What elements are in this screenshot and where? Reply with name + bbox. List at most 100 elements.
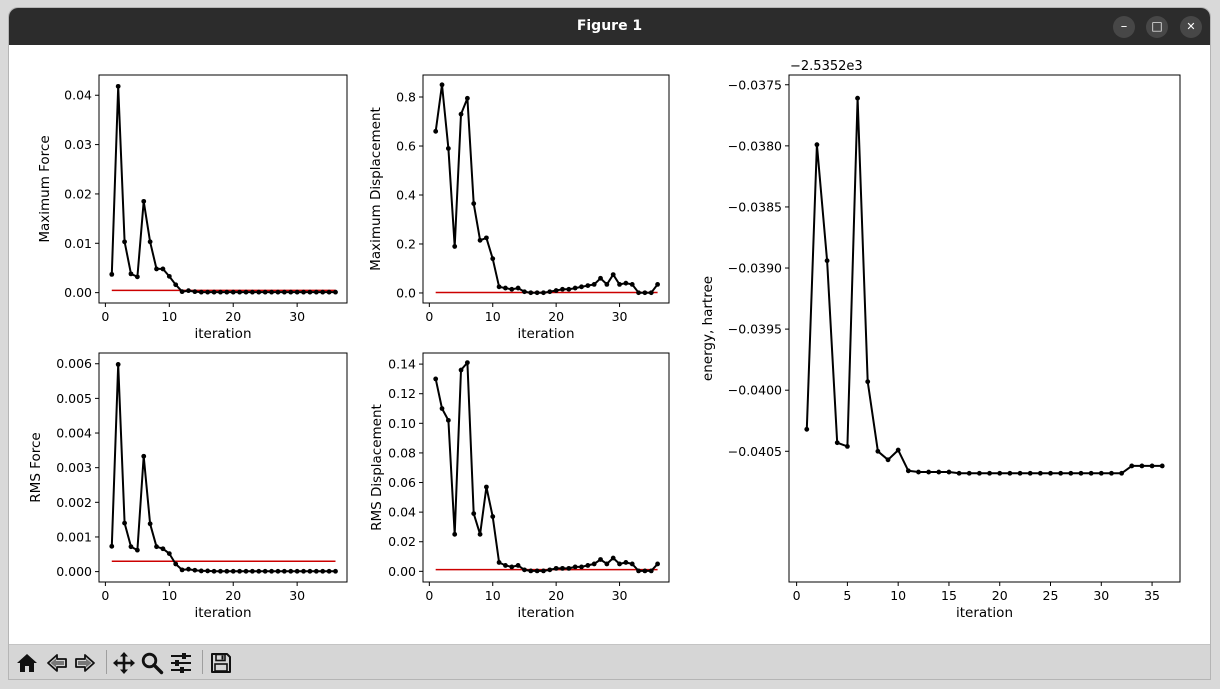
forward-button[interactable] bbox=[71, 649, 99, 677]
rms-displacement-axes: 0 10 20 30 0.00 0.02 0.04 0.06 0.08 0.10 0.12 0.14 i… bbox=[369, 352, 670, 621]
zoom-button[interactable] bbox=[138, 649, 166, 677]
max-displacement-point bbox=[515, 285, 521, 291]
rms-displacement-point bbox=[503, 563, 508, 568]
max-force-point bbox=[166, 273, 172, 279]
max-displacement-ytick-label: 0.6 bbox=[396, 139, 416, 154]
max-force-point bbox=[115, 83, 121, 89]
figure-canvas[interactable]: 0 10 20 30 0.00 0.01 0.02 0.03 0.04 iteration Maxi… bbox=[9, 45, 1210, 644]
rms-displacement-point bbox=[547, 567, 553, 573]
max-displacement-point bbox=[433, 128, 439, 134]
max-force-point bbox=[186, 288, 191, 294]
max-displacement-point bbox=[598, 275, 603, 281]
max-force-point bbox=[294, 289, 300, 295]
max-force-point bbox=[218, 289, 223, 295]
rms-force-xtick-label: 20 bbox=[225, 588, 241, 603]
rms-displacement-point bbox=[509, 564, 515, 570]
rms-force-ytick-label: 0.005 bbox=[56, 391, 92, 406]
rms-displacement-point bbox=[484, 484, 489, 490]
max-displacement-xtick-label: 0 bbox=[425, 309, 433, 324]
max-force-point bbox=[128, 271, 134, 277]
close-button[interactable]: ✕ bbox=[1180, 16, 1202, 38]
energy-point bbox=[875, 448, 881, 454]
navigation-toolbar bbox=[9, 644, 1210, 679]
back-button[interactable] bbox=[43, 649, 71, 677]
energy-point bbox=[926, 469, 932, 475]
rms-displacement-ytick-label: 0.14 bbox=[388, 357, 416, 372]
rms-force-point bbox=[333, 568, 338, 574]
rms-force-point bbox=[301, 568, 306, 574]
rms-force-point bbox=[109, 543, 115, 549]
rms-displacement-point bbox=[585, 563, 591, 568]
energy-point bbox=[1088, 470, 1094, 476]
rms-force-point bbox=[141, 453, 147, 459]
toolbar-separator bbox=[202, 650, 203, 674]
rms-displacement-point bbox=[579, 564, 584, 570]
rms-displacement-ytick-label: 0.06 bbox=[388, 475, 416, 490]
energy-xlabel: iteration bbox=[956, 605, 1013, 621]
rms-displacement-point bbox=[636, 568, 641, 574]
max-displacement-xtick-label: 30 bbox=[612, 309, 628, 324]
max-force-point bbox=[333, 289, 338, 295]
max-force-point bbox=[198, 289, 204, 295]
rms-displacement-point bbox=[598, 557, 603, 562]
energy-point bbox=[1037, 470, 1043, 476]
max-force-point bbox=[192, 289, 198, 295]
energy-point bbox=[1109, 470, 1114, 476]
maximize-button[interactable]: □ bbox=[1146, 16, 1168, 38]
rms-displacement-point bbox=[534, 568, 540, 574]
rms-force-point bbox=[128, 544, 134, 550]
rms-force-xtick-label: 10 bbox=[161, 588, 177, 603]
rms-force-point bbox=[243, 568, 249, 574]
energy-point bbox=[997, 470, 1003, 476]
configure-subplots-button[interactable] bbox=[167, 649, 195, 677]
minimize-button[interactable]: – bbox=[1113, 16, 1135, 38]
max-force-xtick-label: 20 bbox=[225, 309, 241, 324]
max-displacement-point bbox=[503, 285, 508, 291]
max-displacement-point bbox=[541, 290, 546, 296]
rms-displacement-point bbox=[541, 568, 546, 574]
rms-force-point bbox=[320, 568, 326, 574]
rms-force-point bbox=[122, 520, 127, 526]
max-force-point bbox=[307, 289, 313, 295]
rms-force-point bbox=[275, 568, 281, 574]
rms-force-point bbox=[230, 568, 236, 574]
pan-button[interactable] bbox=[110, 649, 138, 677]
rms-displacement-point bbox=[471, 511, 477, 517]
energy-point bbox=[895, 447, 901, 453]
energy-ytick-label: −0.0390 bbox=[728, 261, 782, 276]
home-button[interactable] bbox=[13, 649, 41, 677]
energy-point bbox=[1159, 463, 1165, 469]
rms-displacement-ytick-label: 0.10 bbox=[388, 416, 416, 431]
max-displacement-ytick-label: 0.4 bbox=[396, 188, 416, 203]
rms-force-ylabel: RMS Force bbox=[28, 432, 44, 502]
rms-displacement-frame bbox=[422, 352, 670, 583]
max-displacement-point bbox=[636, 290, 641, 296]
rms-force-xtick-label: 0 bbox=[101, 588, 109, 603]
energy-point bbox=[946, 469, 952, 475]
rms-force-frame bbox=[98, 352, 348, 583]
energy-point bbox=[936, 469, 942, 475]
max-force-point bbox=[326, 289, 332, 295]
rms-displacement-xtick-label: 10 bbox=[485, 588, 501, 603]
max-force-point bbox=[313, 289, 319, 295]
max-displacement-xlabel: iteration bbox=[517, 326, 574, 342]
energy-xtick-label: 0 bbox=[793, 588, 801, 603]
energy-point bbox=[865, 379, 871, 385]
title-bar[interactable]: Figure 1 – □ ✕ bbox=[9, 8, 1210, 45]
max-displacement-axes: 0 10 20 30 0.0 0.2 0.4 0.6 0.8 iteration Maximum D… bbox=[368, 74, 670, 342]
rms-displacement-point bbox=[439, 406, 445, 411]
max-displacement-point bbox=[534, 290, 540, 296]
max-displacement-point bbox=[629, 281, 635, 287]
rms-force-point bbox=[147, 521, 153, 527]
max-force-frame bbox=[98, 74, 348, 304]
max-displacement-point bbox=[604, 281, 610, 287]
save-button[interactable] bbox=[207, 649, 235, 677]
energy-series-line bbox=[805, 97, 1163, 475]
max-force-axes: 0 10 20 30 0.00 0.01 0.02 0.03 0.04 iteration Maxi… bbox=[37, 74, 348, 342]
energy-ytick-label: −0.0380 bbox=[728, 138, 782, 153]
rms-displacement-xlabel: iteration bbox=[517, 605, 574, 621]
rms-force-series-line bbox=[110, 363, 336, 573]
max-force-point bbox=[211, 289, 217, 295]
max-displacement-point bbox=[477, 237, 483, 243]
energy-point bbox=[987, 470, 992, 476]
